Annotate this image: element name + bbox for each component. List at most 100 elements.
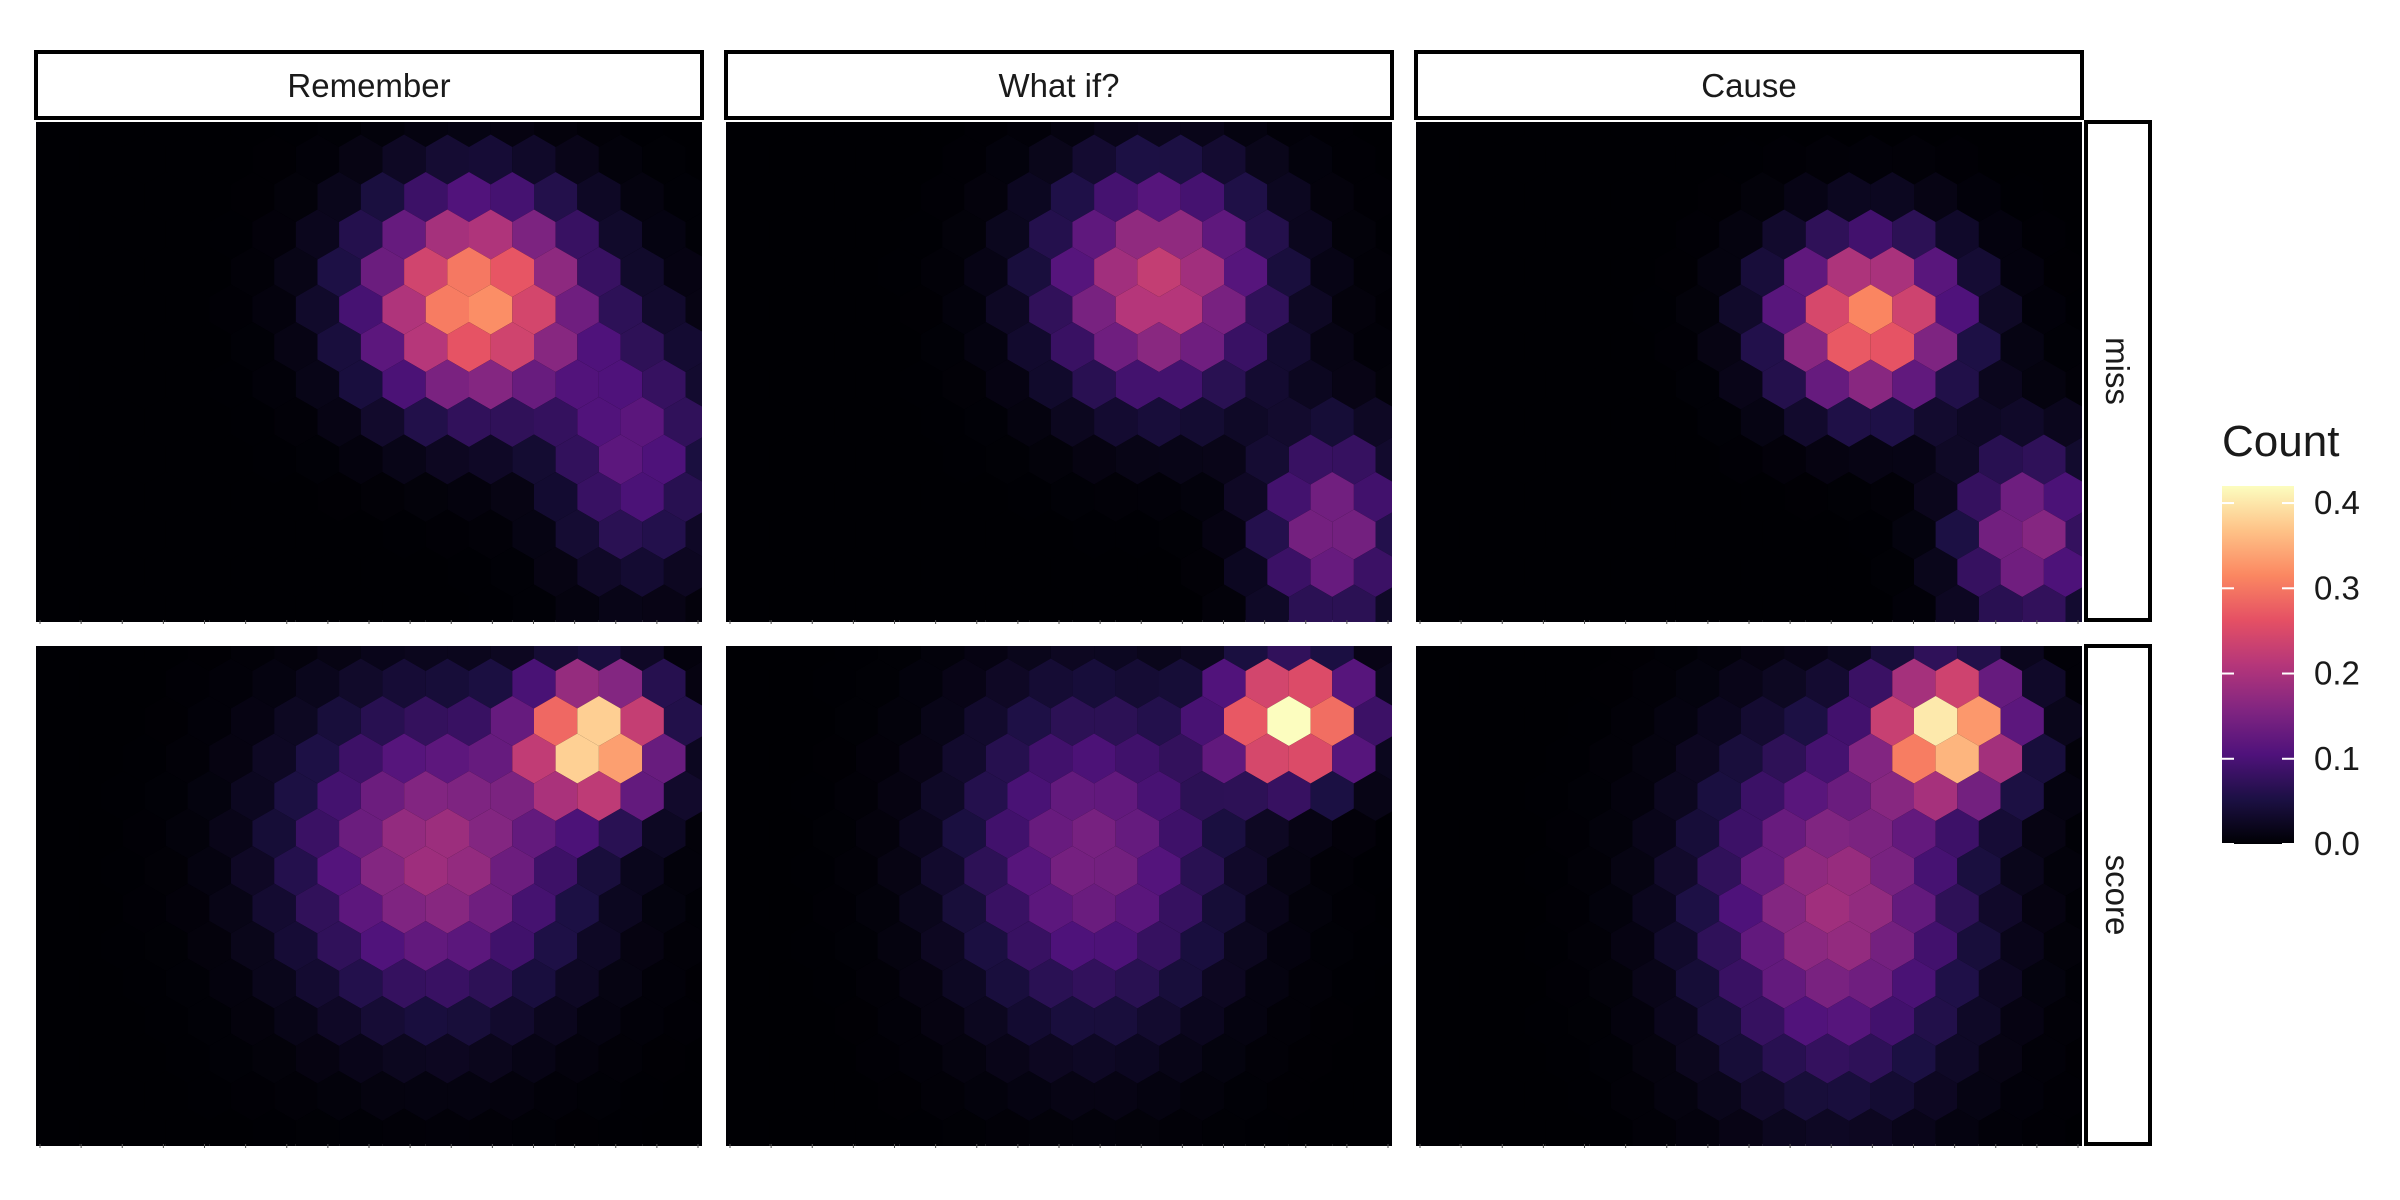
hexbin-cell [1784, 646, 1828, 671]
hexbin-cell [1740, 846, 1785, 896]
hexbin-cell [1957, 696, 2001, 746]
hexbin-cell [1545, 134, 1590, 185]
hexbin-cell [295, 284, 340, 335]
hexbin-cell [663, 1071, 702, 1121]
hexbin-cell [230, 1071, 275, 1121]
hexbin-cell [339, 658, 383, 709]
hexbin-cell [1137, 172, 1181, 222]
hexbin-cell [2022, 134, 2066, 185]
hexbin-cell [274, 122, 318, 147]
hexbin-cell [230, 322, 275, 372]
hexbin-cell [1029, 434, 1073, 485]
hexbin-cell [1288, 1033, 1333, 1084]
hexbin-cell [1978, 958, 2023, 1009]
hexbin-cell [598, 584, 643, 622]
hexbin-cell [1654, 696, 1698, 746]
hexbin-cell [1849, 733, 1893, 784]
hexbin-cell [252, 733, 296, 784]
hexbin-cell [230, 846, 275, 896]
hexbin-cell [1740, 247, 1785, 297]
hexbin-cell [36, 646, 58, 671]
hexbin-cell [274, 771, 318, 821]
hexbin-cell [1245, 958, 1289, 1009]
hexbin-cell [447, 996, 491, 1046]
hexbin-cell [1805, 209, 1849, 260]
hexbin-cell [2065, 886, 2082, 931]
hexbin-cell [36, 359, 80, 410]
hexbin-cell [360, 771, 405, 821]
hexbin-cell [339, 359, 383, 410]
hexbin-cell [1159, 434, 1203, 485]
hexbin-cell [1827, 472, 1871, 522]
hexbin-cell [663, 472, 702, 522]
hexbin-cell [295, 584, 340, 622]
hexbin-cell [1353, 646, 1392, 671]
hexbin-cell [620, 247, 664, 297]
hexbin-cell [1567, 771, 1611, 821]
hexbin-cell [360, 846, 405, 896]
hexbin-cell [747, 921, 791, 971]
hexbin-cell [1567, 397, 1611, 447]
hexbin-cell [1180, 1071, 1224, 1121]
hexbin-cell [317, 547, 361, 597]
hexbin-cell [1567, 472, 1611, 522]
hexbin-cell [1589, 883, 1633, 934]
hexbin-cell [469, 733, 513, 784]
hexbin-cell [1416, 547, 1438, 597]
hexbin-cell [317, 696, 361, 746]
hexbin-cell [1502, 1108, 1546, 1146]
hexbin-cell [2043, 996, 2082, 1046]
hexbin-cell [2043, 472, 2082, 522]
hexbin-cell [1137, 247, 1181, 297]
hexbin-cell [1180, 472, 1224, 522]
hexbin-cell [425, 1108, 469, 1146]
hexbin-cell [1892, 509, 1936, 560]
hexbin-cell [252, 134, 296, 185]
hexbin-cell [1050, 771, 1095, 821]
hexbin-cell [812, 733, 856, 784]
hexbin-cell [726, 696, 748, 746]
hexbin-cell [1870, 172, 1914, 222]
hexbin-cell [230, 547, 275, 597]
hexbin-cell [1567, 322, 1611, 372]
hexbin-cell [1267, 921, 1311, 971]
hexbin-cell [769, 808, 813, 859]
hexbin-cell [791, 771, 835, 821]
hexbin-cell [187, 397, 231, 447]
hexbin-cell [209, 658, 253, 709]
hexbin-cell [1978, 359, 2023, 410]
hexbin-cell [834, 646, 878, 671]
hexbin-cell [1589, 1033, 1633, 1084]
hexbin-cell [1137, 472, 1181, 522]
hexbin-cell [1310, 247, 1354, 297]
hexbin-cell [447, 397, 491, 447]
hexbin-cell [577, 646, 621, 671]
hexbin-cell [1849, 359, 1893, 410]
hexbin-cell [79, 434, 123, 485]
hexbin-cell [2000, 696, 2044, 746]
hexbin-cell [1610, 696, 1655, 746]
hexbin-cell [1957, 1071, 2001, 1121]
hexbin-cell [122, 434, 166, 485]
hexbin-cell [1159, 584, 1203, 622]
hexbin-cell [534, 696, 578, 746]
hexbin-cell [79, 134, 123, 185]
hexbin-cell [1545, 509, 1590, 560]
hexbin-cell [1094, 397, 1138, 447]
hexbin-cell [791, 122, 835, 147]
hexbin-cell [1375, 961, 1392, 1006]
hexbin-cell [1459, 359, 1503, 410]
hexbin-cell [577, 996, 621, 1046]
hexbin-cell [447, 696, 491, 746]
hexbin-cell [295, 209, 340, 260]
hexbin-cell [534, 1071, 578, 1121]
hexbin-cell [1459, 808, 1503, 859]
hexbin-cell [1849, 958, 1893, 1009]
hexbin-cell [0, 285, 36, 335]
hexbin-cell [512, 359, 556, 410]
hexbin-cell [555, 883, 599, 934]
hexbin-cell [1675, 733, 1720, 784]
hexbin-cell [1589, 359, 1633, 410]
hexbin-cell [1914, 397, 1958, 447]
hexbin-cell [1675, 808, 1720, 859]
